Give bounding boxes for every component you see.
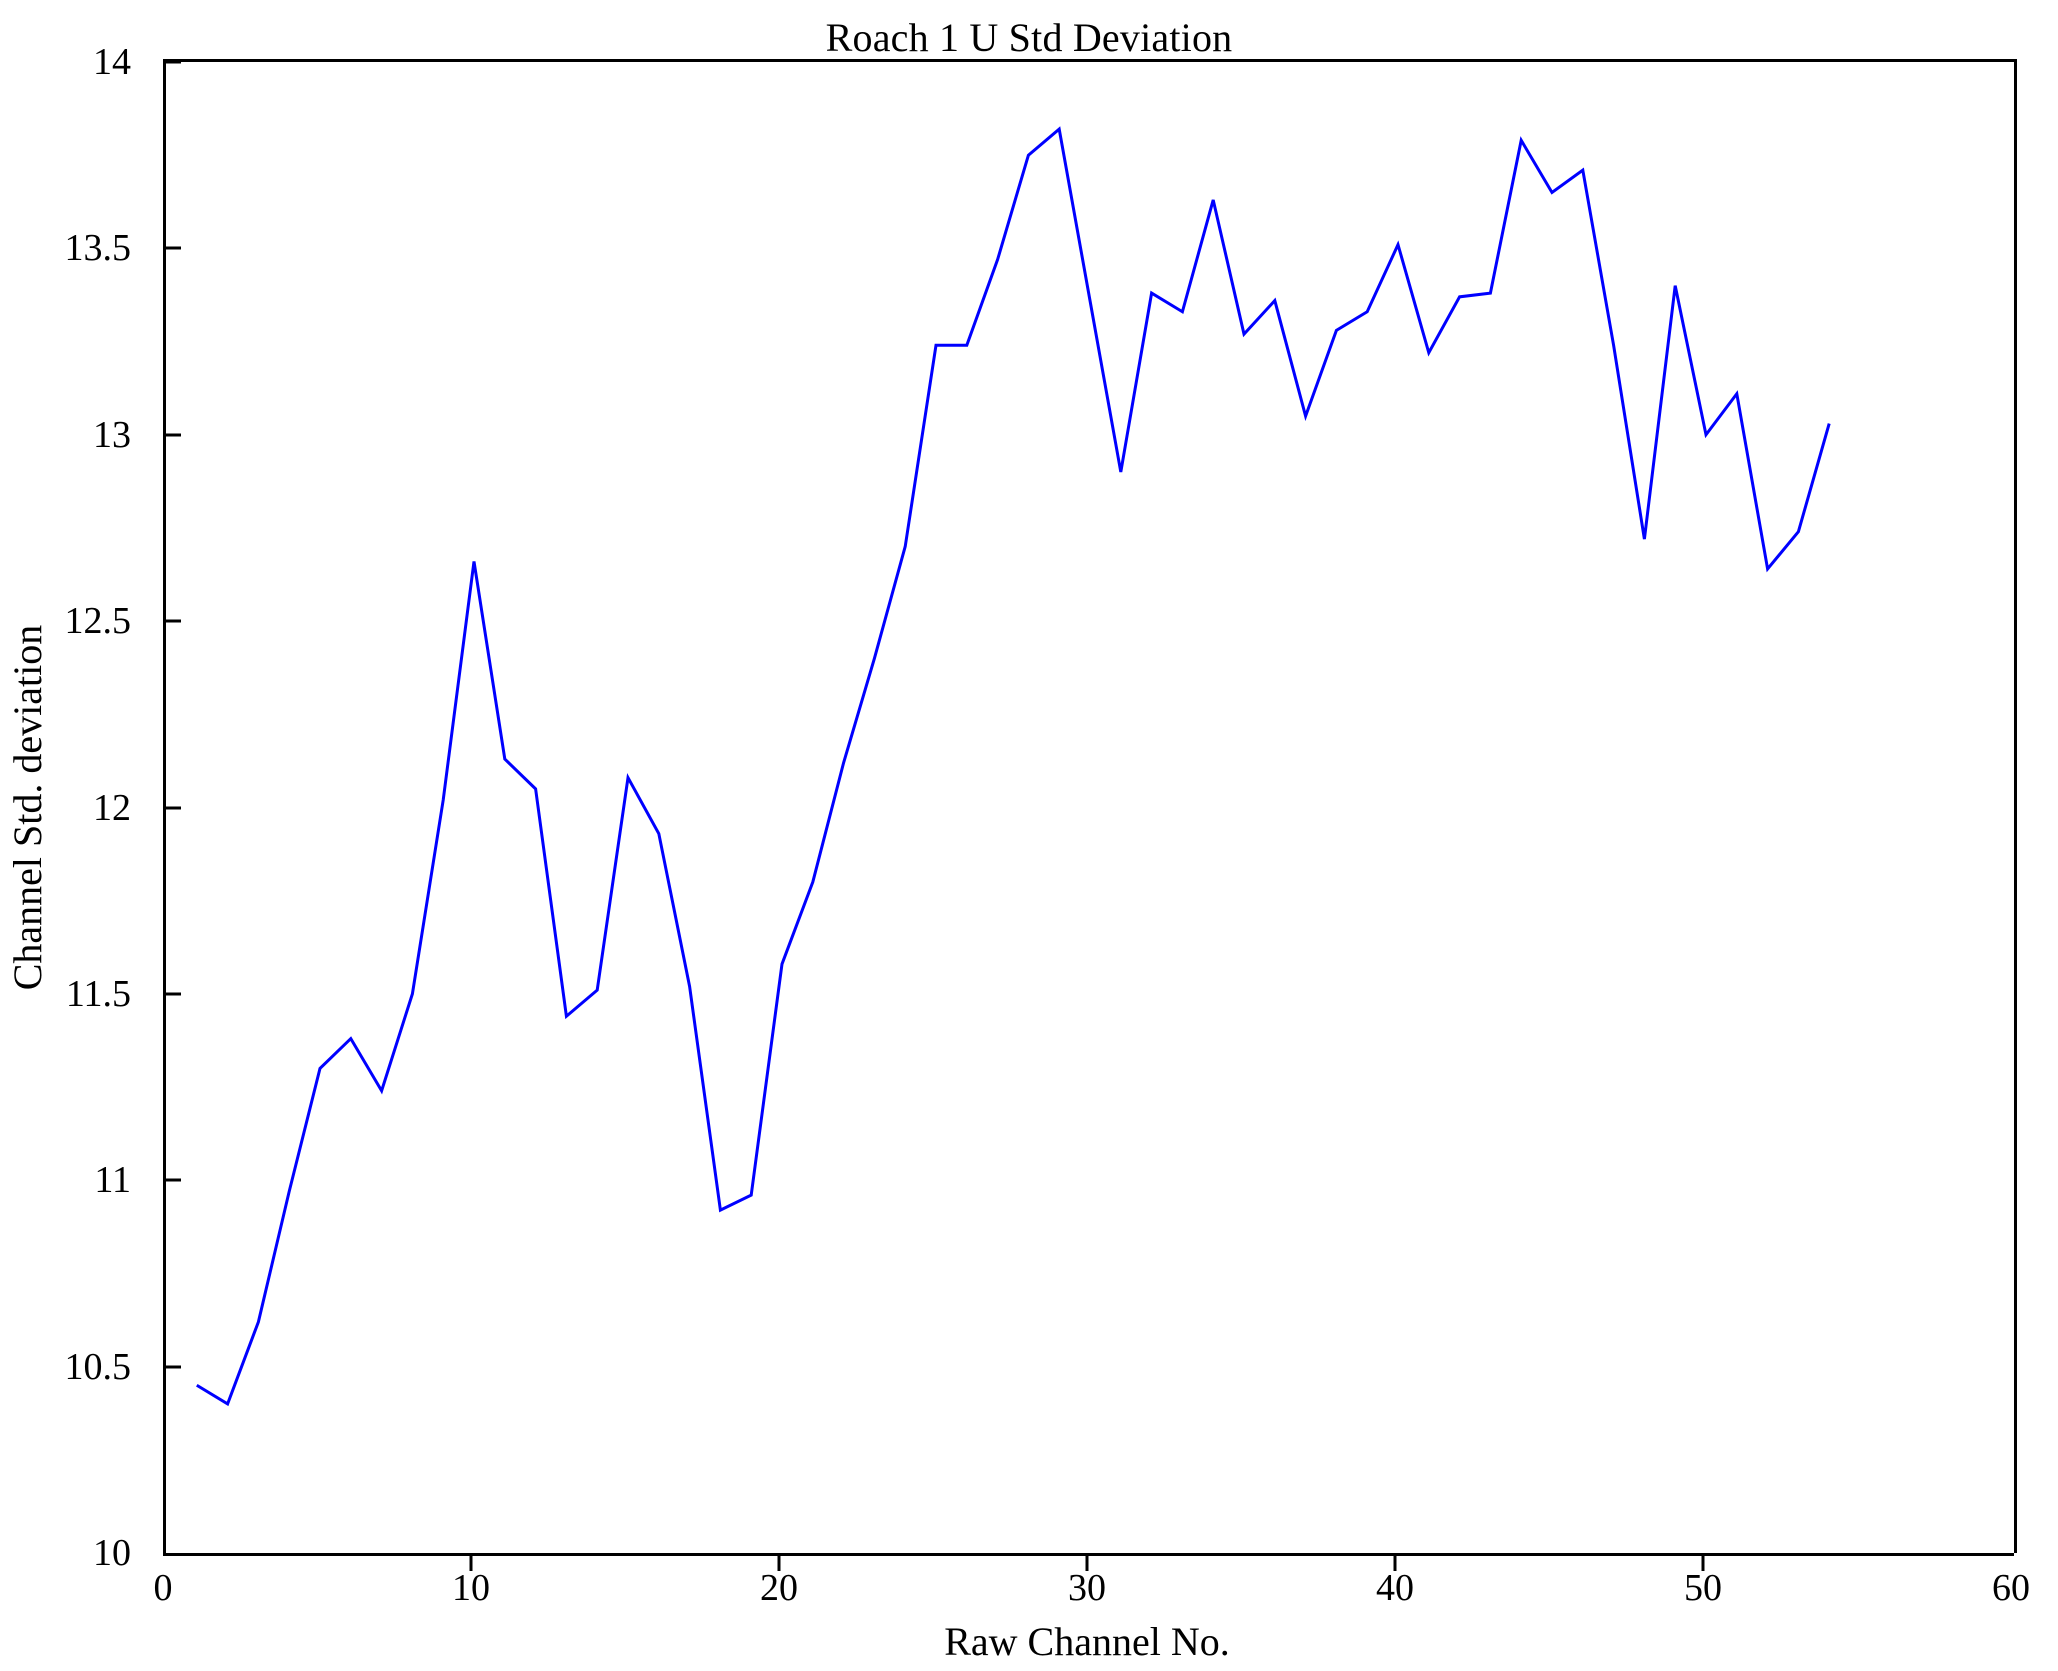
x-axis-tick-labels: 0102030405060	[163, 1566, 2011, 1618]
x-axis-title: Raw Channel No.	[163, 1618, 2011, 1665]
y-tick-label: 14	[93, 40, 145, 84]
y-tick-label: 13	[93, 413, 145, 457]
series-line-channel-std-deviation	[197, 129, 1829, 1404]
y-tick-label: 13.5	[65, 226, 146, 270]
y-tick-label: 12.5	[65, 599, 146, 643]
y-axis-title: Channel Std. deviation	[0, 62, 56, 1553]
y-tick-label: 11	[94, 1158, 145, 1202]
x-tick-label: 60	[1992, 1566, 2030, 1610]
plot-area	[163, 62, 2014, 1556]
y-tick-label: 11.5	[66, 972, 145, 1016]
figure-canvas: Roach 1 U Std Deviation 10 10.5 11 11.5 12 12…	[0, 0, 2058, 1671]
x-tick-label: 10	[452, 1566, 490, 1610]
data-line-svg	[166, 62, 2014, 1553]
plot-right-spine	[2014, 59, 2017, 1553]
chart-title: Roach 1 U Std Deviation	[0, 16, 2058, 60]
plot-top-spine	[163, 59, 2014, 62]
x-tick-label: 30	[1068, 1566, 1106, 1610]
y-axis-title-text: Channel Std. deviation	[0, 625, 56, 991]
x-tick-label: 0	[154, 1566, 173, 1610]
x-tick-label: 40	[1376, 1566, 1414, 1610]
y-tick-label: 12	[93, 786, 145, 830]
x-tick-label: 20	[760, 1566, 798, 1610]
y-tick-label: 10.5	[65, 1345, 146, 1389]
x-tick-label: 50	[1684, 1566, 1722, 1610]
y-tick-label: 10	[93, 1531, 145, 1575]
